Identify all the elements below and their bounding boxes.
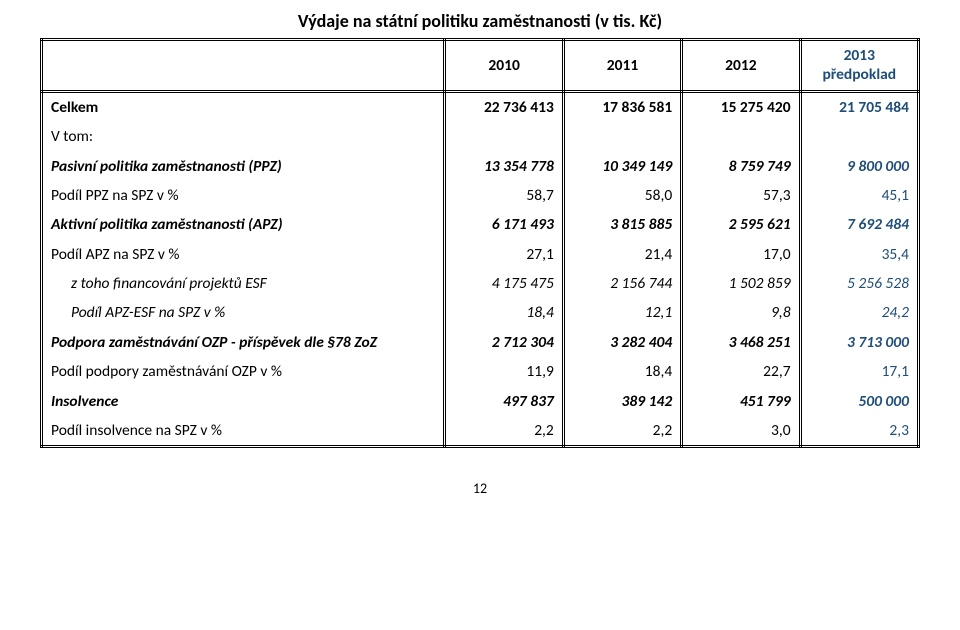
column-header: 2011 [563, 40, 681, 92]
cell-value [682, 122, 800, 151]
cell-value: 24,2 [800, 298, 918, 327]
row-label: V tom: [42, 122, 445, 151]
page-number: 12 [40, 480, 920, 497]
table-row: Podíl PPZ na SPZ v %58,758,057,345,1 [42, 181, 919, 210]
cell-value: 12,1 [563, 298, 681, 327]
cell-value [563, 122, 681, 151]
cell-value: 2,3 [800, 416, 918, 447]
cell-value: 27,1 [445, 240, 563, 269]
row-label: Aktivní politika zaměstnanosti (APZ) [42, 210, 445, 239]
cell-value: 2,2 [563, 416, 681, 447]
cell-value: 10 349 149 [563, 152, 681, 181]
cell-value: 22 736 413 [445, 91, 563, 122]
cell-value: 22,7 [682, 357, 800, 386]
cell-value: 9 800 000 [800, 152, 918, 181]
table-row: Podpora zaměstnávání OZP - příspěvek dle… [42, 328, 919, 357]
cell-value: 3 282 404 [563, 328, 681, 357]
cell-value: 2 156 744 [563, 269, 681, 298]
cell-value: 2,2 [445, 416, 563, 447]
column-header: 2013 předpoklad [800, 40, 918, 92]
cell-value: 1 502 859 [682, 269, 800, 298]
row-label: Podíl podpory zaměstnávání OZP v % [42, 357, 445, 386]
table-row: Podíl APZ na SPZ v %27,121,417,035,4 [42, 240, 919, 269]
cell-value: 18,4 [445, 298, 563, 327]
row-label: Celkem [42, 91, 445, 122]
cell-value: 4 175 475 [445, 269, 563, 298]
cell-value: 3,0 [682, 416, 800, 447]
row-label: Podíl PPZ na SPZ v % [42, 181, 445, 210]
expenditure-table: 2010201120122013 předpoklad Celkem22 736… [40, 38, 920, 448]
cell-value: 18,4 [563, 357, 681, 386]
cell-value: 58,0 [563, 181, 681, 210]
table-row: Podíl insolvence na SPZ v %2,22,23,02,3 [42, 416, 919, 447]
column-header [42, 40, 445, 92]
cell-value: 11,9 [445, 357, 563, 386]
cell-value: 3 815 885 [563, 210, 681, 239]
table-row: Insolvence497 837389 142451 799500 000 [42, 387, 919, 416]
column-header: 2010 [445, 40, 563, 92]
table-row: Podíl podpory zaměstnávání OZP v %11,918… [42, 357, 919, 386]
table-row: Podíl APZ-ESF na SPZ v %18,412,19,824,2 [42, 298, 919, 327]
row-label: z toho financování projektů ESF [42, 269, 445, 298]
cell-value: 5 256 528 [800, 269, 918, 298]
row-label: Insolvence [42, 387, 445, 416]
table-header-row: 2010201120122013 předpoklad [42, 40, 919, 92]
table-row: Pasivní politika zaměstnanosti (PPZ)13 3… [42, 152, 919, 181]
cell-value: 3 468 251 [682, 328, 800, 357]
cell-value: 2 595 621 [682, 210, 800, 239]
cell-value: 9,8 [682, 298, 800, 327]
row-label: Podpora zaměstnávání OZP - příspěvek dle… [42, 328, 445, 357]
cell-value: 13 354 778 [445, 152, 563, 181]
table-row: V tom: [42, 122, 919, 151]
cell-value: 21,4 [563, 240, 681, 269]
cell-value: 2 712 304 [445, 328, 563, 357]
table-row: Aktivní politika zaměstnanosti (APZ)6 17… [42, 210, 919, 239]
cell-value: 15 275 420 [682, 91, 800, 122]
cell-value: 35,4 [800, 240, 918, 269]
cell-value: 21 705 484 [800, 91, 918, 122]
row-label: Podíl APZ na SPZ v % [42, 240, 445, 269]
cell-value: 45,1 [800, 181, 918, 210]
cell-value [445, 122, 563, 151]
cell-value: 389 142 [563, 387, 681, 416]
cell-value: 17 836 581 [563, 91, 681, 122]
cell-value: 57,3 [682, 181, 800, 210]
table-row: Celkem22 736 41317 836 58115 275 42021 7… [42, 91, 919, 122]
table-row: z toho financování projektů ESF4 175 475… [42, 269, 919, 298]
cell-value: 17,0 [682, 240, 800, 269]
cell-value: 17,1 [800, 357, 918, 386]
cell-value: 58,7 [445, 181, 563, 210]
cell-value: 7 692 484 [800, 210, 918, 239]
cell-value: 451 799 [682, 387, 800, 416]
cell-value: 8 759 749 [682, 152, 800, 181]
row-label: Podíl insolvence na SPZ v % [42, 416, 445, 447]
column-header: 2012 [682, 40, 800, 92]
table-body: Celkem22 736 41317 836 58115 275 42021 7… [42, 91, 919, 447]
cell-value: 6 171 493 [445, 210, 563, 239]
cell-value: 500 000 [800, 387, 918, 416]
cell-value: 3 713 000 [800, 328, 918, 357]
cell-value: 497 837 [445, 387, 563, 416]
row-label: Pasivní politika zaměstnanosti (PPZ) [42, 152, 445, 181]
row-label: Podíl APZ-ESF na SPZ v % [42, 298, 445, 327]
cell-value [800, 122, 918, 151]
table-title: Výdaje na státní politiku zaměstnanosti … [40, 10, 920, 32]
